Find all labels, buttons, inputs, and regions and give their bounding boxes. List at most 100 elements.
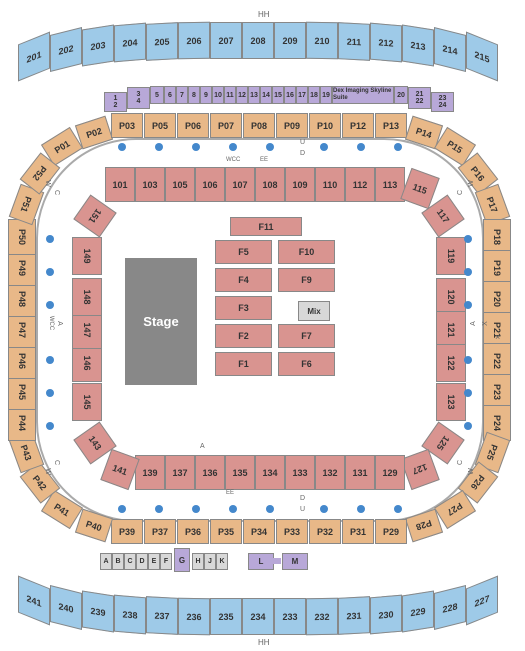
section-206[interactable]: 206 xyxy=(178,22,210,60)
box-L[interactable]: L xyxy=(248,553,274,570)
section-112[interactable]: 112 xyxy=(345,167,375,202)
section-P07[interactable]: P07 xyxy=(210,113,242,138)
dex-imaging-suite[interactable]: Dex Imaging Skyline Suite xyxy=(332,86,394,104)
box-M[interactable]: M xyxy=(282,553,308,570)
section-101[interactable]: 101 xyxy=(105,167,135,202)
suite-15[interactable]: 15 xyxy=(272,86,284,104)
section-213[interactable]: 213 xyxy=(402,24,434,66)
section-P49[interactable]: P49 xyxy=(8,250,36,286)
section-207[interactable]: 207 xyxy=(210,22,242,59)
section-110[interactable]: 110 xyxy=(315,167,345,202)
section-147[interactable]: 147 xyxy=(72,311,102,349)
section-F5[interactable]: F5 xyxy=(215,240,272,264)
section-240[interactable]: 240 xyxy=(50,585,82,630)
section-212[interactable]: 212 xyxy=(370,23,402,63)
section-P39[interactable]: P39 xyxy=(111,519,143,544)
section-132[interactable]: 132 xyxy=(315,455,345,490)
section-P46[interactable]: P46 xyxy=(8,343,36,379)
section-237[interactable]: 237 xyxy=(146,596,178,635)
section-109[interactable]: 109 xyxy=(285,167,315,202)
section-P06[interactable]: P06 xyxy=(177,113,209,138)
section-F2[interactable]: F2 xyxy=(215,324,272,348)
section-231[interactable]: 231 xyxy=(338,596,370,635)
box-G[interactable]: G xyxy=(174,548,190,572)
section-201[interactable]: 201 xyxy=(18,32,50,82)
section-P45[interactable]: P45 xyxy=(8,374,36,410)
section-P35[interactable]: P35 xyxy=(210,519,242,544)
section-P09[interactable]: P09 xyxy=(276,113,308,138)
section-P44[interactable]: P44 xyxy=(8,405,36,441)
section-P03[interactable]: P03 xyxy=(111,113,143,138)
suite-12[interactable]: 12 xyxy=(236,86,248,104)
suite-5[interactable]: 5 xyxy=(150,86,164,104)
section-P08[interactable]: P08 xyxy=(243,113,275,138)
section-122[interactable]: 122 xyxy=(436,344,466,382)
section-P47[interactable]: P47 xyxy=(8,312,36,348)
suite-1-2[interactable]: 12 xyxy=(104,92,127,112)
section-P13[interactable]: P13 xyxy=(375,113,407,138)
section-103[interactable]: 103 xyxy=(135,167,165,202)
section-229[interactable]: 229 xyxy=(402,590,434,632)
section-106[interactable]: 106 xyxy=(195,167,225,202)
section-P02[interactable]: P02 xyxy=(75,116,113,150)
suite-10[interactable]: 10 xyxy=(212,86,224,104)
suite-18[interactable]: 18 xyxy=(308,86,320,104)
section-232[interactable]: 232 xyxy=(306,598,338,636)
section-F3[interactable]: F3 xyxy=(215,296,272,320)
section-238[interactable]: 238 xyxy=(114,595,146,635)
section-210[interactable]: 210 xyxy=(306,22,338,60)
section-135[interactable]: 135 xyxy=(225,455,255,490)
section-P36[interactable]: P36 xyxy=(177,519,209,544)
box-K[interactable]: K xyxy=(216,553,228,570)
section-P32[interactable]: P32 xyxy=(309,519,341,544)
section-F6[interactable]: F6 xyxy=(278,352,335,376)
section-F4[interactable]: F4 xyxy=(215,268,272,292)
section-239[interactable]: 239 xyxy=(82,590,114,632)
box-F[interactable]: F xyxy=(160,553,172,570)
section-P40[interactable]: P40 xyxy=(75,509,113,543)
section-P33[interactable]: P33 xyxy=(276,519,308,544)
section-105[interactable]: 105 xyxy=(165,167,195,202)
box-B[interactable]: B xyxy=(112,553,124,570)
section-136[interactable]: 136 xyxy=(195,455,225,490)
section-215[interactable]: 215 xyxy=(466,32,498,82)
suite-6[interactable]: 6 xyxy=(164,86,176,104)
section-P31[interactable]: P31 xyxy=(342,519,374,544)
section-233[interactable]: 233 xyxy=(274,598,306,635)
section-119[interactable]: 119 xyxy=(436,237,466,275)
suite-13[interactable]: 13 xyxy=(248,86,260,104)
section-211[interactable]: 211 xyxy=(338,22,370,61)
section-202[interactable]: 202 xyxy=(50,27,82,72)
section-148[interactable]: 148 xyxy=(72,278,102,316)
section-235[interactable]: 235 xyxy=(210,598,242,635)
section-P48[interactable]: P48 xyxy=(8,281,36,317)
section-P10[interactable]: P10 xyxy=(309,113,341,138)
box-A[interactable]: A xyxy=(100,553,112,570)
suite-7[interactable]: 7 xyxy=(176,86,188,104)
section-234[interactable]: 234 xyxy=(242,598,274,635)
section-241[interactable]: 241 xyxy=(18,576,50,626)
suite-3-4[interactable]: 34 xyxy=(127,87,150,109)
section-P34[interactable]: P34 xyxy=(243,519,275,544)
section-209[interactable]: 209 xyxy=(274,22,306,59)
section-208[interactable]: 208 xyxy=(242,22,274,59)
section-205[interactable]: 205 xyxy=(146,22,178,61)
section-228[interactable]: 228 xyxy=(434,585,466,630)
section-131[interactable]: 131 xyxy=(345,455,375,490)
section-227[interactable]: 227 xyxy=(466,576,498,626)
suite-20[interactable]: 20 xyxy=(394,86,408,104)
box-C[interactable]: C xyxy=(124,553,136,570)
section-F10[interactable]: F10 xyxy=(278,240,335,264)
suite-14[interactable]: 14 xyxy=(260,86,272,104)
box-E[interactable]: E xyxy=(148,553,160,570)
suite-23-24[interactable]: 2324 xyxy=(431,92,454,112)
section-137[interactable]: 137 xyxy=(165,455,195,490)
section-123[interactable]: 123 xyxy=(436,383,466,421)
suite-9[interactable]: 9 xyxy=(200,86,212,104)
section-F1[interactable]: F1 xyxy=(215,352,272,376)
box-H[interactable]: H xyxy=(192,553,204,570)
section-P37[interactable]: P37 xyxy=(144,519,176,544)
section-P05[interactable]: P05 xyxy=(144,113,176,138)
section-204[interactable]: 204 xyxy=(114,23,146,63)
box-J[interactable]: J xyxy=(204,553,216,570)
